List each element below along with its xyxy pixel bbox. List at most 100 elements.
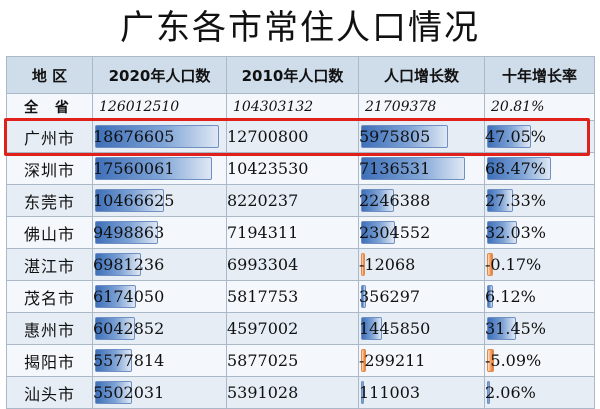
rate-cell-data-bar (487, 381, 490, 404)
region-cell: 广州市 (6, 120, 93, 153)
table-row: 汕头市 5502031 5391028 111003 2.06% (6, 376, 595, 409)
pop2020-cell-data-bar (95, 349, 133, 372)
total-region: 全 省 (6, 93, 93, 121)
growth-cell: 2304552 (358, 216, 485, 249)
growth-cell: -12068 (358, 248, 485, 281)
region-cell: 湛江市 (6, 248, 93, 281)
pop2020-cell: 18676605 (92, 120, 227, 153)
rate-cell: 68.47% (484, 152, 595, 185)
table-row: 揭阳市 5577814 5877025 -299211 -5.09% (6, 344, 595, 377)
header-row: 地 区 2020年人口数 2010年人口数 人口增长数 十年增长率 (6, 56, 595, 94)
growth-cell: 5975805 (358, 120, 485, 153)
table-row: 惠州市 6042852 4597002 1445850 31.45% (6, 312, 595, 345)
rate-cell: -0.17% (484, 248, 595, 281)
region-cell: 佛山市 (6, 216, 93, 249)
rate-cell-data-bar (487, 221, 517, 244)
table-row: 深圳市 17560061 10423530 7136531 68.47% (6, 152, 595, 185)
growth-cell-value: 1445850 (359, 319, 431, 338)
region-cell: 揭阳市 (6, 344, 93, 377)
pop2020-cell-data-bar (95, 285, 136, 308)
rate-cell-data-bar (487, 253, 494, 276)
pop2010-cell-value: 5391028 (227, 383, 299, 402)
pop2020-cell-data-bar (95, 125, 219, 148)
pop2020-cell-data-bar (95, 157, 212, 180)
table-row: 茂名市 6174050 5817753 356297 6.12% (6, 280, 595, 313)
rate-cell-data-bar (487, 125, 531, 148)
column-header-pop2010: 2010年人口数 (226, 56, 359, 94)
rate-cell: 2.06% (484, 376, 595, 409)
rate-cell: 47.05% (484, 120, 595, 153)
rate-cell-data-bar (487, 157, 551, 180)
rate-cell: 31.45% (484, 312, 595, 345)
growth-cell-data-bar (361, 317, 383, 340)
pop2020-cell-data-bar (95, 221, 159, 244)
pop2010-cell: 5877025 (226, 344, 359, 377)
growth-cell-value: 7136531 (359, 159, 431, 178)
pop2010-cell-value: 4597002 (227, 319, 299, 338)
table-row: 湛江市 6981236 6993304 -12068 -0.17% (6, 248, 595, 281)
rate-cell-value: 31.45% (485, 319, 547, 338)
growth-cell-value: 356297 (359, 287, 421, 306)
growth-cell-data-bar (361, 349, 366, 372)
pop2020-cell: 10466625 (92, 184, 227, 217)
growth-cell-data-bar (361, 253, 366, 276)
growth-cell-value: 111003 (359, 383, 421, 402)
pop2020-cell: 5502031 (92, 376, 227, 409)
pop2010-cell-value: 8220237 (227, 191, 299, 210)
rate-cell-data-bar (487, 189, 513, 212)
pop2020-cell: 9498863 (92, 216, 227, 249)
pop2020-cell: 6981236 (92, 248, 227, 281)
growth-cell-data-bar (361, 125, 449, 148)
pop2020-cell-data-bar (95, 381, 132, 404)
growth-cell: 1445850 (358, 312, 485, 345)
pop2010-cell: 8220237 (226, 184, 359, 217)
rate-cell: 32.03% (484, 216, 595, 249)
growth-cell-value: 2304552 (359, 223, 431, 242)
column-header-region: 地 区 (6, 56, 93, 94)
pop2020-cell-data-bar (95, 317, 136, 340)
rate-cell-value: -5.09% (485, 351, 542, 370)
pop2020-cell-value: 6042852 (93, 319, 165, 338)
pop2020-cell-data-bar (95, 253, 142, 276)
pop2010-cell: 10423530 (226, 152, 359, 185)
rate-cell: -5.09% (484, 344, 595, 377)
region-cell: 东莞市 (6, 184, 93, 217)
page-title: 广东各市常住人口情况 (120, 8, 480, 48)
growth-cell-data-bar (361, 285, 367, 308)
region-cell: 深圳市 (6, 152, 93, 185)
rate-cell-value: 6.12% (485, 287, 536, 306)
pop2020-cell-value: 6981236 (93, 255, 165, 274)
pop2020-cell: 5577814 (92, 344, 227, 377)
pop2010-cell: 12700800 (226, 120, 359, 153)
rate-cell-data-bar (487, 317, 517, 340)
region-cell: 汕头市 (6, 376, 93, 409)
total-rate: 20.81% (484, 93, 595, 121)
pop2020-cell-value: 5577814 (93, 351, 165, 370)
rate-cell-value: 47.05% (485, 127, 547, 146)
table-row: 广州市 18676605 12700800 5975805 47.05% (6, 120, 595, 153)
rate-cell-value: -0.17% (485, 255, 542, 274)
pop2010-cell: 6993304 (226, 248, 359, 281)
pop2020-cell-data-bar (95, 189, 165, 212)
rate-cell: 6.12% (484, 280, 595, 313)
pop2010-cell-value: 7194311 (227, 223, 299, 242)
growth-cell-data-bar (361, 381, 364, 404)
pop2010-cell: 7194311 (226, 216, 359, 249)
growth-cell-data-bar (361, 189, 394, 212)
growth-cell-value: -12068 (359, 255, 416, 274)
growth-cell-value: 2246388 (359, 191, 431, 210)
pop2020-cell-value: 18676605 (93, 127, 175, 146)
pop2010-cell: 4597002 (226, 312, 359, 345)
total-growth: 21709378 (358, 93, 485, 121)
growth-cell: 111003 (358, 376, 485, 409)
growth-cell: -299211 (358, 344, 485, 377)
pop2010-cell-value: 6993304 (227, 255, 299, 274)
pop2010-cell-value: 12700800 (227, 127, 309, 146)
pop2010-cell-value: 5877025 (227, 351, 299, 370)
rate-cell-data-bar (487, 285, 493, 308)
pop2020-cell-value: 6174050 (93, 287, 165, 306)
total-row: 全 省 126012510 104303132 21709378 20.81% (6, 93, 595, 121)
total-pop2020: 126012510 (92, 93, 227, 121)
rate-cell-data-bar (487, 349, 495, 372)
rate-cell: 27.33% (484, 184, 595, 217)
